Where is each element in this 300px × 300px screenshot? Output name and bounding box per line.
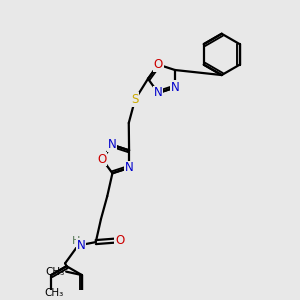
Text: H: H [72, 236, 81, 246]
Text: S: S [131, 93, 139, 106]
Text: CH₃: CH₃ [44, 288, 63, 298]
Text: N: N [125, 161, 134, 174]
Text: N: N [108, 138, 117, 152]
Text: N: N [76, 239, 85, 252]
Text: CH₃: CH₃ [46, 267, 65, 277]
Text: O: O [154, 58, 163, 71]
Text: N: N [154, 86, 163, 100]
Text: N: N [171, 81, 179, 94]
Text: O: O [115, 234, 124, 247]
Text: O: O [98, 153, 107, 166]
